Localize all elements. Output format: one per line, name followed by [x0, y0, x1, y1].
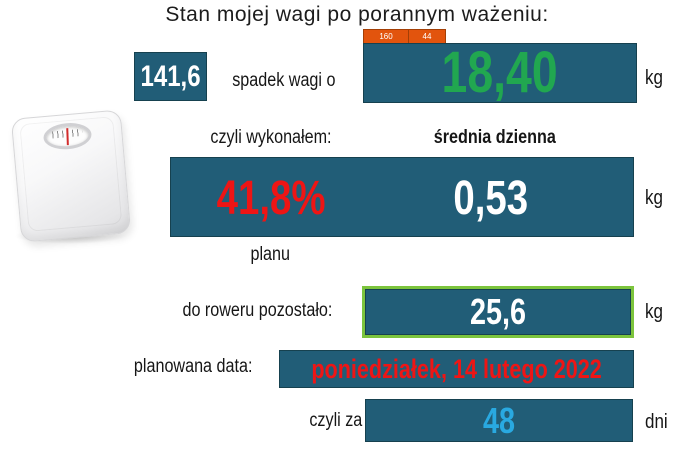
- to-bike-value: 25,6: [469, 291, 527, 332]
- planned-date-label: planowana data:: [133, 356, 252, 377]
- page-title: Stan mojej wagi po porannym ważeniu:: [165, 3, 549, 26]
- to-bike-unit: kg: [645, 301, 663, 323]
- current-weight-box: 141,6: [134, 52, 207, 101]
- to-bike-label: do roweru pozostało:: [182, 300, 332, 321]
- weight-loss-unit: kg: [645, 67, 663, 89]
- reference-table: 160 44: [363, 29, 446, 44]
- scale-body: [10, 109, 132, 243]
- weight-loss-label: spadek wagi o: [231, 70, 335, 91]
- planned-date-value: poniedziałek, 14 lutego 2022: [311, 353, 602, 384]
- days-left-value: 48: [482, 399, 516, 441]
- to-bike-box: 25,6: [362, 286, 634, 338]
- days-left-box: 48: [365, 399, 633, 442]
- stats-box: 41,8% 0,53: [170, 157, 634, 237]
- plan-progress-sublabel: planu: [250, 244, 290, 265]
- daily-average-unit: kg: [645, 187, 663, 209]
- target-weight-cell: 44: [408, 29, 446, 44]
- weight-loss-box: 18,40: [363, 43, 637, 103]
- days-left-unit: dni: [645, 411, 668, 433]
- weight-loss-value: 18,40: [441, 40, 559, 105]
- days-left-label: czyli za: [309, 410, 362, 431]
- start-weight-cell: 160: [363, 29, 408, 44]
- planned-date-box: poniedziałek, 14 lutego 2022: [279, 350, 634, 388]
- plan-progress-label: czyli wykonałem:: [210, 127, 332, 148]
- daily-average-label: średnia dzienna: [433, 127, 557, 148]
- bathroom-scale-image: [10, 109, 136, 246]
- plan-progress-value: 41,8%: [216, 171, 326, 225]
- current-weight-value: 141,6: [140, 59, 201, 93]
- daily-average-value: 0,53: [453, 171, 529, 225]
